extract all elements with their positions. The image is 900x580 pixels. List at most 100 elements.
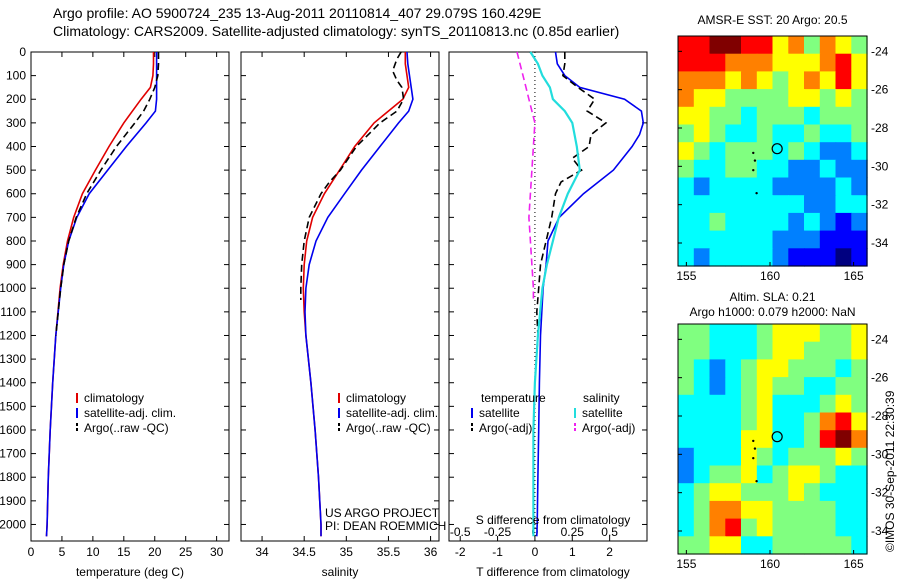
heatmap-cell bbox=[678, 159, 695, 179]
heatmap-cell bbox=[804, 89, 821, 108]
x-tick-label: 35 bbox=[340, 545, 354, 559]
legend-satellite-adj: satellite-adj. clim. bbox=[84, 406, 176, 420]
difference-plot-frame bbox=[448, 51, 648, 542]
heatmap-cell bbox=[709, 359, 726, 378]
y-tick-label: -28 bbox=[871, 409, 889, 423]
heatmap-cell bbox=[772, 53, 789, 72]
temperature-plot-frame bbox=[30, 51, 230, 542]
heatmap-cell bbox=[709, 536, 726, 555]
heatmap-cell bbox=[772, 159, 789, 179]
track-point bbox=[752, 439, 755, 443]
sla-map-ticks: 155 160 165 -24 -26 -28 -30 -32 -34 bbox=[676, 332, 888, 571]
heatmap-cell bbox=[741, 142, 758, 161]
temperature-panel: 0 5 10 15 20 25 300100200300400500600700800900… bbox=[0, 45, 230, 579]
heatmap-cell bbox=[788, 412, 805, 431]
heatmap-cell bbox=[725, 177, 742, 196]
y-tick-label: 0 bbox=[19, 45, 26, 59]
heatmap-cell bbox=[851, 500, 868, 520]
heatmap-cell bbox=[788, 106, 805, 126]
heatmap-cell bbox=[709, 212, 726, 232]
series-line-climatology bbox=[45, 52, 155, 537]
heatmap-cell bbox=[693, 71, 711, 90]
heatmap-cell bbox=[756, 341, 774, 360]
heatmap-cell bbox=[835, 518, 852, 537]
heatmap-cell bbox=[819, 124, 837, 143]
heatmap-cell bbox=[819, 412, 837, 431]
difference-legend: temperature salinity satellite Argo(-adj… bbox=[471, 391, 635, 435]
heatmap-cell bbox=[741, 230, 758, 249]
heatmap-cell bbox=[851, 465, 868, 484]
heatmap-cell bbox=[678, 447, 695, 467]
heatmap-cell bbox=[693, 159, 711, 179]
heatmap-cell bbox=[835, 447, 852, 467]
sst-map-frame bbox=[677, 35, 868, 267]
heatmap-cell bbox=[693, 36, 711, 55]
heatmap-cell bbox=[804, 518, 821, 537]
profile-title: Argo profile: AO 5900724_235 13-Aug-2011… bbox=[53, 5, 542, 21]
y-tick-label: -28 bbox=[871, 121, 889, 135]
legend-title-temperature: temperature bbox=[481, 391, 546, 405]
heatmap-cell bbox=[725, 536, 742, 555]
y-tick-label: -30 bbox=[871, 159, 889, 173]
heatmap-cell bbox=[709, 89, 726, 108]
heatmap-cell bbox=[756, 377, 774, 396]
heatmap-cell bbox=[725, 465, 742, 484]
heatmap-cell bbox=[819, 447, 837, 467]
heatmap-cell bbox=[819, 483, 837, 502]
heatmap-cell bbox=[835, 106, 852, 126]
heatmap-cell bbox=[851, 124, 868, 143]
heatmap-cell bbox=[741, 465, 758, 484]
heatmap-cell bbox=[835, 412, 852, 431]
heatmap-cell bbox=[772, 177, 789, 196]
temperature-xlabel: temperature (deg C) bbox=[76, 565, 184, 579]
salinity-axis-ticks: 34 34.5 35 35.5 36 bbox=[241, 51, 439, 559]
x-tick-label: 1 bbox=[569, 545, 576, 559]
legend-climatology: climatology bbox=[346, 391, 406, 405]
heatmap-cell bbox=[835, 377, 852, 396]
x-tick-label: 160 bbox=[760, 557, 780, 571]
heatmap-cell bbox=[741, 177, 758, 196]
heatmap-cell bbox=[851, 324, 868, 343]
x-tick-label: 0 bbox=[28, 545, 35, 559]
sst-heatmap-cells bbox=[678, 36, 868, 267]
heatmap-cell bbox=[788, 124, 805, 143]
heatmap-cell bbox=[741, 36, 758, 55]
y-tick-label: 1000 bbox=[0, 281, 26, 295]
heatmap-cell bbox=[725, 159, 742, 179]
heatmap-cell bbox=[772, 89, 789, 108]
heatmap-cell bbox=[851, 89, 868, 108]
heatmap-cell bbox=[709, 248, 726, 267]
heatmap-cell bbox=[709, 230, 726, 249]
heatmap-cell bbox=[804, 106, 821, 126]
heatmap-cell bbox=[741, 212, 758, 232]
heatmap-cell bbox=[788, 324, 805, 343]
heatmap-cell bbox=[804, 71, 821, 90]
heatmap-cell bbox=[772, 106, 789, 126]
heatmap-cell bbox=[788, 36, 805, 55]
track-point bbox=[752, 151, 755, 155]
heatmap-cell bbox=[804, 177, 821, 196]
heatmap-cell bbox=[788, 53, 805, 72]
y-tick-label: 900 bbox=[6, 258, 26, 272]
heatmap-cell bbox=[725, 195, 742, 214]
heatmap-cell bbox=[678, 377, 695, 396]
heatmap-cell bbox=[851, 212, 868, 232]
heatmap-cell bbox=[772, 536, 789, 555]
heatmap-cell bbox=[709, 195, 726, 214]
heatmap-cell bbox=[709, 159, 726, 179]
heatmap-cell bbox=[835, 230, 852, 249]
heatmap-cell bbox=[725, 518, 742, 537]
heatmap-cell bbox=[725, 341, 742, 360]
argo-float-marker bbox=[771, 431, 783, 443]
heatmap-cell bbox=[756, 483, 774, 502]
heatmap-cell bbox=[788, 394, 805, 414]
heatmap-cell bbox=[678, 324, 695, 343]
heatmap-cell bbox=[804, 142, 821, 161]
heatmap-cell bbox=[678, 359, 695, 378]
heatmap-cell bbox=[678, 500, 695, 520]
x-top-tick-label: -0.25 bbox=[484, 525, 512, 539]
heatmap-cell bbox=[804, 341, 821, 360]
heatmap-cell bbox=[756, 36, 774, 55]
x-tick-label: -2 bbox=[455, 545, 466, 559]
heatmap-cell bbox=[772, 412, 789, 431]
